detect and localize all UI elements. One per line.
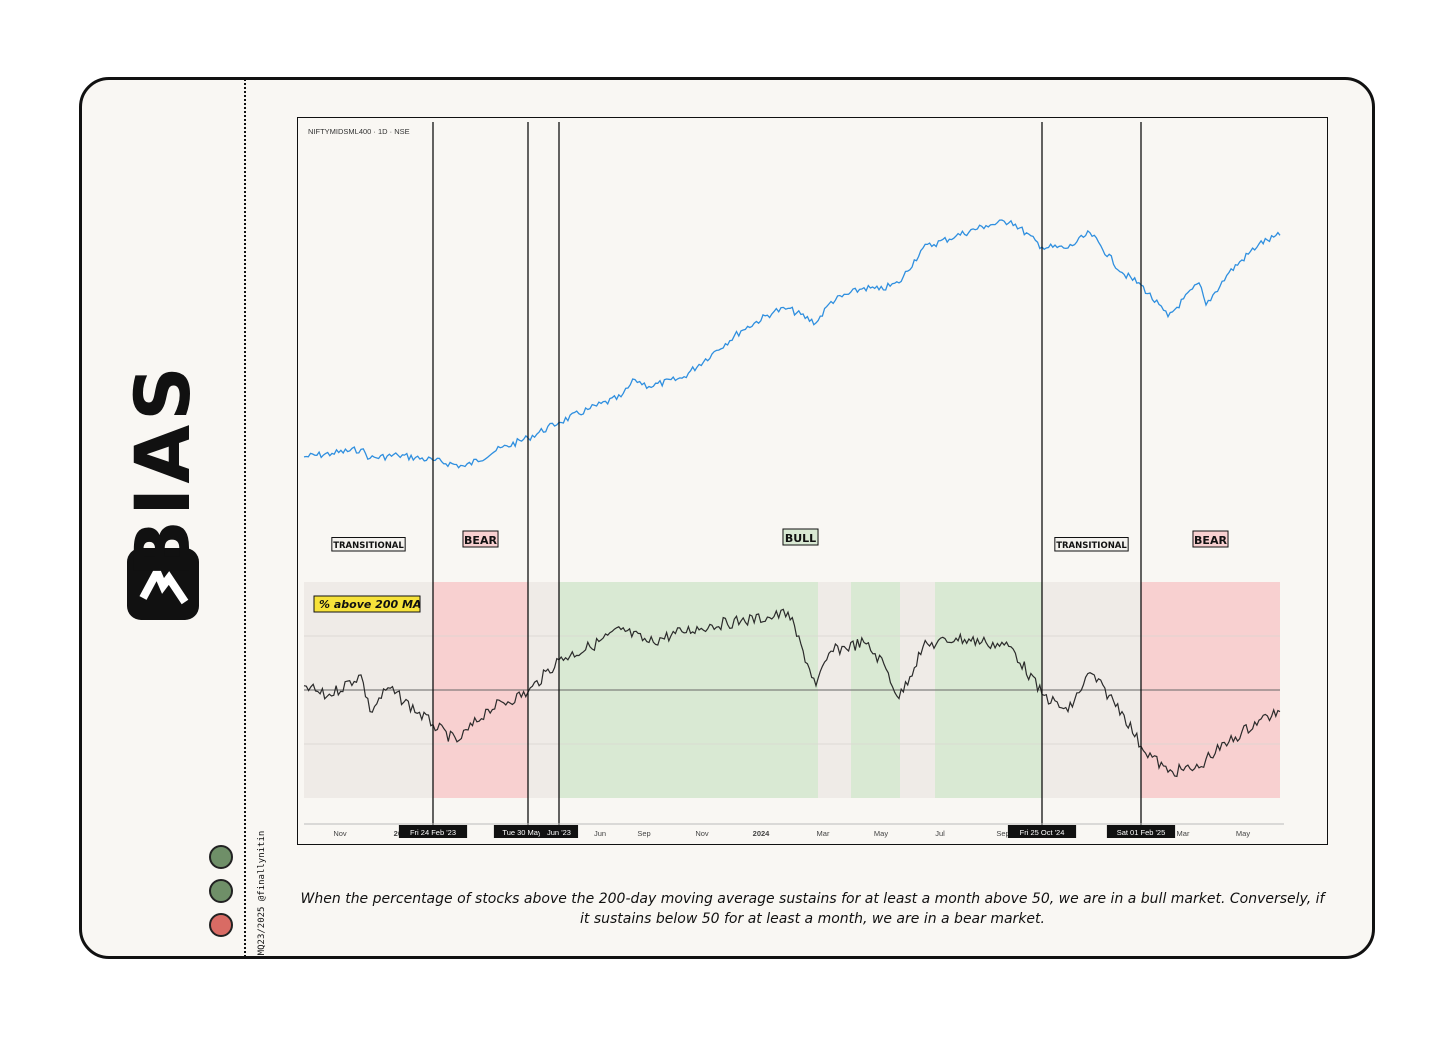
x-tick-label: May	[874, 829, 888, 838]
regime-label-box	[1192, 530, 1229, 548]
chart-caption: When the percentage of stocks above the …	[300, 891, 1325, 927]
indicator-label-box	[313, 595, 421, 613]
x-tick-label: Sep	[637, 829, 650, 838]
status-dot-red	[209, 913, 233, 937]
regime-label-box	[331, 537, 406, 552]
status-dot-green	[209, 879, 233, 903]
x-tick-label: May	[1236, 829, 1250, 838]
date-flag-label: Sat 01 Feb '25	[1117, 828, 1166, 837]
x-tick-label: Nov	[695, 829, 709, 838]
date-flag-box	[1106, 825, 1176, 838]
dotted-divider	[244, 79, 246, 957]
status-dot-green	[209, 845, 233, 869]
date-flag-label: Jun '23	[547, 828, 571, 837]
symbol-label: NIFTYMIDSML400 · 1D · NSE	[308, 127, 410, 136]
credit-text: MQ23/2025 @finallynitin	[257, 830, 267, 956]
brand-name: BIAS	[118, 362, 207, 578]
regime-label: BULL	[785, 532, 816, 545]
x-tick-label: Jun	[594, 829, 606, 838]
regime-label: BEAR	[464, 534, 497, 547]
date-flag-box	[539, 825, 579, 838]
x-tick-label: Jul	[935, 829, 945, 838]
x-tick-label: 2024	[753, 829, 771, 838]
date-flag-label: Tue 30 May '23	[502, 828, 553, 837]
regime-label-box	[462, 530, 499, 548]
regime-label: BEAR	[1194, 534, 1227, 547]
regime-label-box	[1054, 537, 1129, 552]
chart-svg: TRANSITIONAL BEAR BULL TRANSITIONAL BEAR NIFT…	[303, 122, 1284, 838]
regime-label-box	[782, 528, 819, 546]
date-flag-label: Fri 25 Oct '24	[1020, 828, 1065, 837]
date-flag-box	[1007, 825, 1077, 838]
bias-logo-icon	[127, 548, 199, 620]
breadth-series-line	[303, 608, 1281, 778]
price-series-line	[303, 219, 1281, 469]
regime-label: TRANSITIONAL	[1056, 541, 1127, 551]
indicator-label: % above 200 MA	[319, 598, 421, 611]
x-tick-label: Nov	[333, 829, 347, 838]
date-flag-box	[398, 825, 468, 838]
x-tick-label: Mar	[817, 829, 830, 838]
x-tick-label: Mar	[1177, 829, 1190, 838]
date-flag-label: Fri 24 Feb '23	[410, 828, 456, 837]
x-tick-label: Sep	[996, 829, 1009, 838]
chart-frame: TRANSITIONAL BEAR BULL TRANSITIONAL BEAR NIFT…	[297, 117, 1328, 845]
regime-label: TRANSITIONAL	[333, 541, 404, 551]
